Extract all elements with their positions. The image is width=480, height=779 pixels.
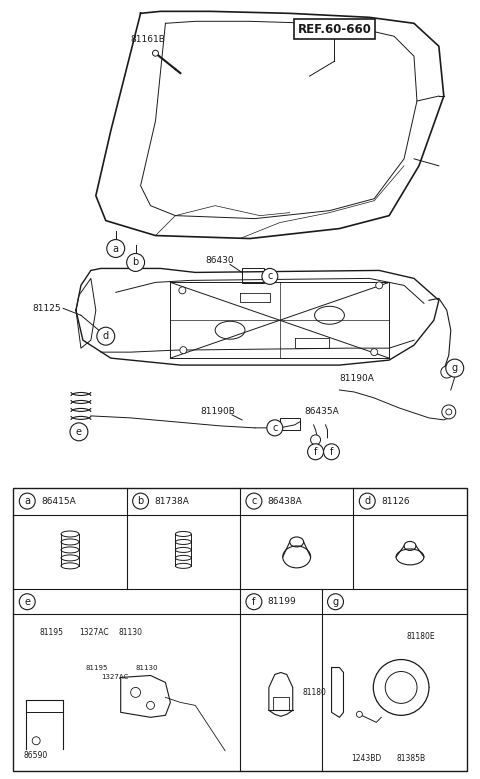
Circle shape [146, 701, 155, 710]
Text: d: d [364, 496, 371, 506]
Circle shape [19, 594, 35, 610]
Text: 81161B: 81161B [131, 35, 166, 44]
Bar [242, 269, 264, 284]
Circle shape [70, 423, 88, 441]
Text: 81125: 81125 [33, 304, 61, 313]
Circle shape [19, 493, 35, 509]
Text: 81190A: 81190A [339, 374, 374, 382]
Text: 81195: 81195 [86, 664, 108, 671]
Circle shape [180, 347, 187, 354]
Circle shape [327, 594, 344, 610]
Text: REF.60-660: REF.60-660 [298, 23, 372, 36]
Circle shape [376, 282, 383, 289]
Text: c: c [251, 496, 257, 506]
Circle shape [324, 444, 339, 460]
Text: 81130: 81130 [136, 664, 158, 671]
Text: a: a [24, 496, 30, 506]
Circle shape [179, 287, 186, 294]
Text: e: e [76, 427, 82, 437]
Text: 1327AC: 1327AC [79, 628, 108, 636]
Text: 81180E: 81180E [406, 632, 435, 640]
Text: c: c [272, 423, 277, 433]
Text: 81190B: 81190B [200, 407, 235, 417]
Text: d: d [103, 331, 109, 341]
Circle shape [442, 405, 456, 419]
Circle shape [373, 660, 429, 715]
Text: 81199: 81199 [268, 597, 297, 606]
Text: 81126: 81126 [381, 496, 410, 506]
Text: f: f [330, 447, 333, 456]
Bar [280, 418, 300, 430]
Text: b: b [132, 257, 139, 267]
Circle shape [446, 359, 464, 377]
Circle shape [441, 366, 453, 378]
Circle shape [246, 594, 262, 610]
Circle shape [132, 493, 148, 509]
Circle shape [246, 493, 262, 509]
Text: 81130: 81130 [119, 628, 143, 636]
Circle shape [446, 409, 452, 415]
Text: 1327AC: 1327AC [101, 675, 128, 681]
Text: g: g [452, 363, 458, 373]
Text: 86590: 86590 [23, 751, 48, 760]
Text: a: a [113, 244, 119, 253]
Text: 81180: 81180 [303, 688, 326, 697]
Text: 81195: 81195 [39, 628, 63, 636]
Text: 81385B: 81385B [396, 754, 425, 763]
Text: 81738A: 81738A [155, 496, 190, 506]
Text: 86438A: 86438A [268, 496, 302, 506]
Circle shape [32, 737, 40, 745]
Text: f: f [252, 597, 256, 607]
Circle shape [97, 327, 115, 345]
Text: f: f [314, 447, 317, 456]
Text: g: g [333, 597, 338, 607]
Circle shape [385, 671, 417, 703]
Circle shape [371, 349, 378, 356]
Circle shape [308, 444, 324, 460]
Circle shape [311, 435, 321, 445]
Text: 86415A: 86415A [41, 496, 76, 506]
Text: b: b [137, 496, 144, 506]
Circle shape [153, 50, 158, 56]
Text: 86435A: 86435A [305, 407, 339, 417]
Circle shape [127, 253, 144, 271]
Text: 86430: 86430 [205, 256, 234, 265]
Circle shape [357, 711, 362, 717]
Circle shape [107, 239, 125, 258]
Text: e: e [24, 597, 30, 607]
Circle shape [131, 687, 141, 697]
Circle shape [267, 420, 283, 435]
Bar [13, 488, 467, 770]
Text: c: c [267, 271, 273, 281]
Circle shape [360, 493, 375, 509]
Circle shape [262, 269, 278, 284]
Text: 1243BD: 1243BD [351, 754, 382, 763]
